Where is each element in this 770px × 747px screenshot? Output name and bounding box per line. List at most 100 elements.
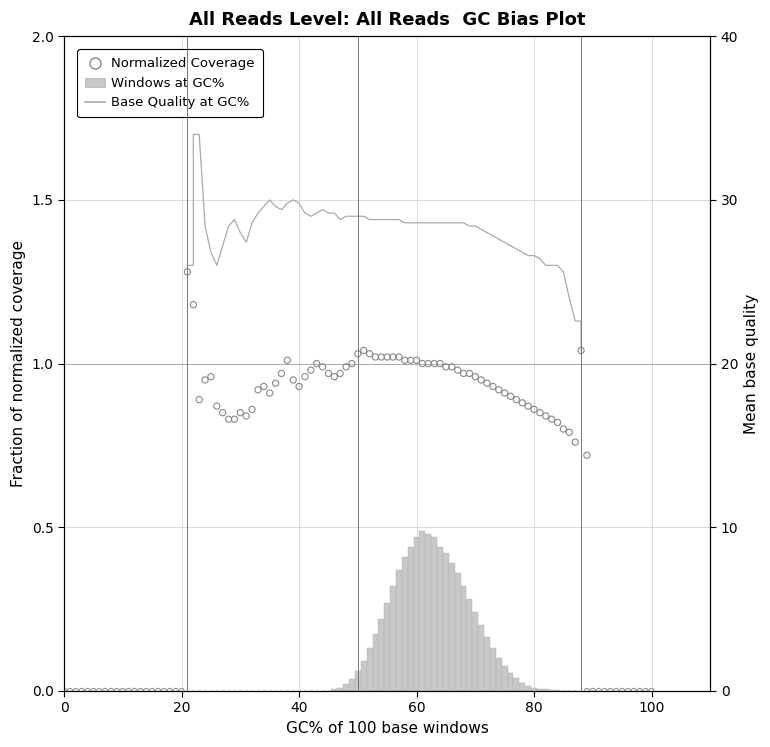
Point bbox=[111, 685, 123, 697]
Bar bbox=[361, 661, 367, 691]
Bar bbox=[507, 673, 514, 691]
Point bbox=[622, 685, 634, 697]
Point bbox=[481, 377, 494, 389]
Point bbox=[417, 358, 429, 370]
Point bbox=[399, 354, 411, 366]
Title: All Reads Level: All Reads  GC Bias Plot: All Reads Level: All Reads GC Bias Plot bbox=[189, 11, 585, 29]
X-axis label: GC% of 100 base windows: GC% of 100 base windows bbox=[286, 721, 489, 736]
Point bbox=[451, 364, 464, 376]
Point bbox=[563, 427, 575, 438]
Point bbox=[381, 351, 393, 363]
Point bbox=[117, 685, 129, 697]
Point bbox=[434, 358, 447, 370]
Point bbox=[557, 423, 570, 435]
Point bbox=[575, 344, 588, 356]
Legend: Normalized Coverage, Windows at GC%, Base Quality at GC%: Normalized Coverage, Windows at GC%, Bas… bbox=[77, 49, 263, 117]
Bar bbox=[378, 619, 384, 691]
Point bbox=[216, 406, 229, 418]
Point bbox=[640, 685, 652, 697]
Point bbox=[105, 685, 117, 697]
Point bbox=[146, 685, 159, 697]
Point bbox=[211, 400, 223, 412]
Point bbox=[316, 361, 329, 373]
Bar bbox=[496, 658, 502, 691]
Bar bbox=[490, 648, 496, 691]
Point bbox=[464, 368, 476, 379]
Point bbox=[645, 685, 658, 697]
Point bbox=[199, 374, 211, 386]
Bar bbox=[484, 637, 490, 691]
Bar bbox=[455, 573, 460, 691]
Point bbox=[457, 368, 470, 379]
Point bbox=[129, 685, 141, 697]
Bar bbox=[460, 586, 467, 691]
Point bbox=[152, 685, 164, 697]
Point bbox=[375, 351, 387, 363]
Point bbox=[234, 406, 246, 418]
Bar bbox=[331, 689, 337, 691]
Point bbox=[223, 413, 235, 425]
Point bbox=[516, 397, 528, 409]
Point bbox=[82, 685, 94, 697]
Point bbox=[252, 384, 264, 396]
Bar bbox=[390, 586, 396, 691]
Point bbox=[511, 394, 523, 406]
Bar bbox=[373, 633, 378, 691]
Bar bbox=[413, 537, 420, 691]
Point bbox=[551, 417, 564, 429]
Point bbox=[164, 685, 176, 697]
Point bbox=[393, 351, 405, 363]
Bar bbox=[420, 530, 425, 691]
Bar bbox=[443, 554, 449, 691]
Bar bbox=[425, 534, 431, 691]
Bar bbox=[537, 689, 543, 691]
Point bbox=[181, 266, 193, 278]
Point bbox=[616, 685, 628, 697]
Point bbox=[410, 354, 423, 366]
Bar bbox=[478, 625, 484, 691]
Point bbox=[293, 380, 305, 392]
Point bbox=[498, 387, 511, 399]
Point bbox=[346, 358, 358, 370]
Bar bbox=[408, 547, 413, 691]
Point bbox=[193, 394, 206, 406]
Point bbox=[323, 368, 335, 379]
Bar bbox=[337, 688, 343, 691]
Point bbox=[58, 685, 70, 697]
Bar bbox=[349, 680, 355, 691]
Point bbox=[387, 351, 399, 363]
Point bbox=[446, 361, 458, 373]
Point bbox=[634, 685, 646, 697]
Bar bbox=[384, 603, 390, 691]
Point bbox=[592, 685, 604, 697]
Point bbox=[287, 374, 300, 386]
Bar bbox=[520, 683, 525, 691]
Bar bbox=[543, 689, 549, 691]
Bar bbox=[367, 648, 373, 691]
Point bbox=[604, 685, 617, 697]
Bar bbox=[437, 547, 443, 691]
Point bbox=[305, 364, 317, 376]
Point bbox=[240, 410, 253, 422]
Point bbox=[281, 354, 293, 366]
Point bbox=[75, 685, 88, 697]
Point bbox=[158, 685, 170, 697]
Point bbox=[99, 685, 112, 697]
Point bbox=[487, 380, 499, 392]
Point bbox=[534, 406, 546, 418]
Point bbox=[522, 400, 534, 412]
Point bbox=[581, 449, 593, 461]
Bar bbox=[531, 688, 537, 691]
Point bbox=[598, 685, 611, 697]
Bar bbox=[549, 690, 554, 691]
Point bbox=[258, 380, 270, 392]
Point bbox=[228, 413, 240, 425]
Point bbox=[340, 361, 352, 373]
Y-axis label: Mean base quality: Mean base quality bbox=[744, 294, 759, 434]
Point bbox=[581, 685, 593, 697]
Point bbox=[140, 685, 152, 697]
Point bbox=[370, 351, 382, 363]
Point bbox=[276, 368, 288, 379]
Point bbox=[357, 344, 370, 356]
Point bbox=[93, 685, 105, 697]
